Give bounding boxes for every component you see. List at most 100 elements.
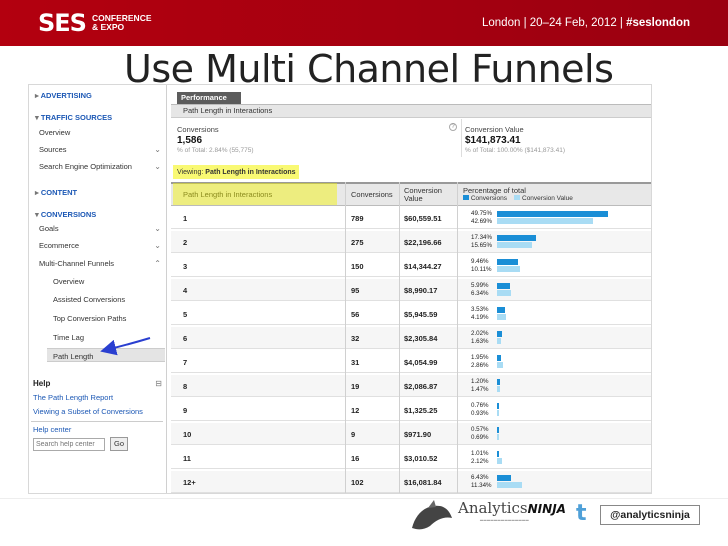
col-percentage: Percentage of total Conversions Conversi… bbox=[463, 187, 573, 203]
pct-conversions: 6.43% bbox=[471, 474, 489, 481]
report-panel: Performance Path Length in Interactions … bbox=[171, 85, 651, 493]
cell-percentages: 0.57% 0.69% bbox=[471, 426, 489, 442]
cell-path-length: 2 bbox=[183, 238, 188, 247]
bar-conversion-value bbox=[497, 242, 533, 248]
brand-text-1: Analytics bbox=[458, 499, 528, 517]
nav-advertising[interactable]: ADVERTISING bbox=[35, 91, 92, 100]
bar-conversion-value bbox=[497, 434, 499, 440]
help-search-input[interactable] bbox=[33, 438, 105, 451]
subtab-path-length[interactable]: Path Length in Interactions bbox=[183, 106, 273, 115]
help-center-box bbox=[31, 421, 163, 451]
cell-percentages: 17.34% 15.65% bbox=[471, 234, 492, 250]
cell-conversion-value: $8,990.17 bbox=[404, 286, 438, 295]
pct-conversions: 3.53% bbox=[471, 306, 489, 313]
legend-value: Conversion Value bbox=[522, 195, 573, 202]
cell-percentages: 5.99% 6.34% bbox=[471, 282, 489, 298]
conference-header: SES CONFERENCE & EXPO London | 20–24 Feb… bbox=[0, 0, 728, 46]
table-row: 1 789 $60,559.51 49.75% 42.69% bbox=[171, 207, 651, 229]
cell-path-length: 3 bbox=[183, 262, 188, 271]
help-link-subset[interactable]: Viewing a Subset of Conversions bbox=[33, 407, 143, 416]
col-conversion-value[interactable]: Conversion Value bbox=[404, 187, 442, 203]
bar-conversion-value bbox=[497, 218, 593, 224]
help-center-link[interactable]: Help center bbox=[33, 425, 72, 434]
nav-time-lag[interactable]: Time Lag bbox=[53, 333, 84, 342]
cell-conversion-value: $2,305.84 bbox=[404, 334, 438, 343]
collapse-icon[interactable]: ⊟ bbox=[155, 379, 162, 388]
col-value-line-1: Conversion bbox=[404, 186, 442, 195]
cell-conversion-value: $971.90 bbox=[404, 430, 432, 439]
pct-conversions: 2.02% bbox=[471, 330, 489, 337]
nav-seo[interactable]: Search Engine Optimization ⌄ bbox=[39, 162, 165, 171]
brand-tagline: ━━━━━━━━━━━━━━ bbox=[480, 518, 530, 524]
cell-conversions: 9 bbox=[351, 430, 356, 439]
nav-assisted-conversions[interactable]: Assisted Conversions bbox=[53, 295, 126, 304]
cell-conversions: 102 bbox=[351, 478, 364, 487]
viewing-label: Viewing: bbox=[177, 169, 204, 176]
nav-content[interactable]: CONTENT bbox=[35, 188, 77, 197]
bar-conversions bbox=[497, 259, 519, 265]
pct-value: 11.34% bbox=[471, 482, 492, 489]
event-info: London | 20–24 Feb, 2012 | #seslondon bbox=[482, 17, 690, 29]
bar-conversion-value bbox=[497, 290, 512, 296]
col-divider bbox=[345, 182, 346, 493]
ses-sub-line-1: CONFERENCE bbox=[92, 13, 152, 23]
table-row: 5 56 $5,945.59 3.53% 4.19% bbox=[171, 303, 651, 325]
ses-logo: SES bbox=[38, 9, 87, 37]
cell-conversions: 789 bbox=[351, 214, 364, 223]
cell-conversion-value: $4,054.99 bbox=[404, 358, 438, 367]
cell-conversion-value: $2,086.87 bbox=[404, 382, 438, 391]
pct-conversions: 1.01% bbox=[471, 450, 489, 457]
bar-conversions bbox=[497, 331, 502, 337]
table-row: 11 16 $3,010.52 1.01% 2.12% bbox=[171, 447, 651, 469]
nav-ecommerce[interactable]: Ecommerce ⌄ bbox=[39, 241, 165, 250]
nav-mcf-overview[interactable]: Overview bbox=[53, 277, 85, 286]
cell-conversions: 12 bbox=[351, 406, 360, 415]
nav-overview[interactable]: Overview bbox=[39, 128, 71, 137]
cell-conversions: 16 bbox=[351, 454, 360, 463]
bar-conversions bbox=[497, 307, 505, 313]
bar-conversion-value bbox=[497, 458, 502, 464]
table-row: 9 12 $1,325.25 0.76% 0.93% bbox=[171, 399, 651, 421]
summary-value: Conversion Value $141,873.41 % of Total:… bbox=[465, 125, 565, 154]
ninja-logo-icon bbox=[412, 500, 452, 530]
col-divider bbox=[457, 182, 458, 493]
tab-performance[interactable]: Performance bbox=[177, 92, 241, 104]
pct-value: 0.93% bbox=[471, 410, 489, 417]
nav-conversions[interactable]: CONVERSIONS bbox=[35, 210, 96, 219]
col-value-line-2: Value bbox=[404, 194, 423, 203]
help-icon[interactable]: ? bbox=[449, 123, 457, 131]
bar-conversions bbox=[497, 283, 511, 289]
go-button[interactable]: Go bbox=[110, 437, 128, 451]
pct-conversions: 5.99% bbox=[471, 282, 489, 289]
left-nav: ADVERTISING TRAFFIC SOURCES Overview Sou… bbox=[29, 85, 167, 493]
pct-conversions: 17.34% bbox=[471, 234, 492, 241]
nav-traffic-sources[interactable]: TRAFFIC SOURCES bbox=[35, 113, 112, 122]
col-conversions[interactable]: Conversions bbox=[351, 190, 393, 199]
nav-goals[interactable]: Goals ⌄ bbox=[39, 224, 165, 233]
slide-title: Use Multi Channel Funnels bbox=[124, 47, 614, 91]
legend-conv-swatch bbox=[463, 195, 469, 200]
bar-conversions bbox=[497, 451, 500, 457]
value-total: % of Total: 100.00% ($141,873.41) bbox=[465, 147, 565, 154]
table-row: 7 31 $4,054.99 1.95% 2.86% bbox=[171, 351, 651, 373]
cell-conversions: 56 bbox=[351, 310, 360, 319]
pct-value: 1.63% bbox=[471, 338, 489, 345]
nav-multi-channel-funnels[interactable]: Multi-Channel Funnels ⌃ bbox=[39, 259, 165, 268]
nav-top-conversion-paths[interactable]: Top Conversion Paths bbox=[53, 314, 127, 323]
ses-logo-subtitle: CONFERENCE & EXPO bbox=[92, 14, 152, 32]
viewing-selector[interactable]: Viewing: Path Length in Interactions bbox=[177, 169, 296, 176]
col-path-length[interactable]: Path Length in Interactions bbox=[183, 190, 273, 199]
nav-path-length[interactable]: Path Length bbox=[47, 348, 165, 362]
twitter-icon: t bbox=[576, 501, 587, 526]
table-row: 6 32 $2,305.84 2.02% 1.63% bbox=[171, 327, 651, 349]
twitter-handle[interactable]: @analyticsninja bbox=[600, 505, 700, 525]
table-row: 4 95 $8,990.17 5.99% 6.34% bbox=[171, 279, 651, 301]
analytics-screenshot: ADVERTISING TRAFFIC SOURCES Overview Sou… bbox=[28, 84, 652, 494]
help-link-path-length[interactable]: The Path Length Report bbox=[33, 393, 114, 402]
bar-conversion-value bbox=[497, 482, 523, 488]
conversions-label: Conversions bbox=[177, 125, 219, 134]
col-divider bbox=[399, 182, 400, 493]
nav-sources[interactable]: Sources ⌄ bbox=[39, 145, 165, 154]
cell-path-length: 6 bbox=[183, 334, 188, 343]
table-header: Path Length in Interactions Conversions … bbox=[171, 182, 651, 206]
